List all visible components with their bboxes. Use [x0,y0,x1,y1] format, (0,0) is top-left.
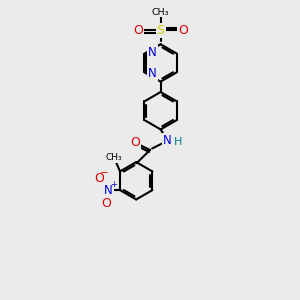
Text: O: O [130,136,140,149]
Text: S: S [157,23,165,37]
Text: O: O [101,197,111,210]
Text: O: O [134,23,143,37]
Text: N: N [104,184,113,196]
Text: O: O [178,23,188,37]
Text: N: N [148,67,157,80]
Text: CH₃: CH₃ [152,8,170,16]
Text: CH₃: CH₃ [105,153,122,162]
Text: −: − [100,167,109,178]
Text: H: H [174,136,182,146]
Text: N: N [163,134,171,147]
Text: +: + [111,180,118,189]
Text: N: N [148,46,157,59]
Text: O: O [94,172,104,185]
